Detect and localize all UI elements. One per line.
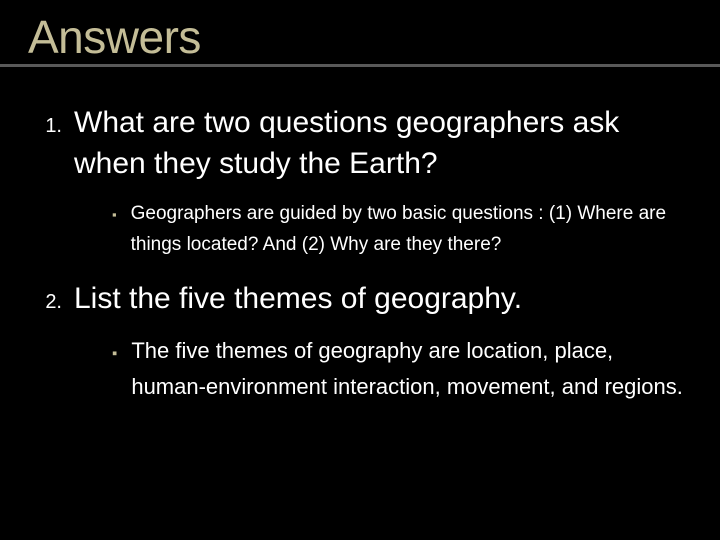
answer-list: ▪ The five themes of geography are locat…: [112, 333, 692, 406]
list-item: 2. List the five themes of geography. ▪ …: [40, 279, 692, 406]
question-row: 2. List the five themes of geography.: [40, 279, 692, 320]
answer-text: Geographers are guided by two basic ques…: [131, 198, 692, 261]
title-block: Answers: [0, 0, 720, 67]
answer-list: ▪ Geographers are guided by two basic qu…: [112, 198, 692, 261]
question-number: 2.: [40, 291, 62, 314]
question-text: List the five themes of geography.: [74, 279, 522, 320]
question-number: 1.: [40, 115, 62, 138]
slide: Answers 1. What are two questions geogra…: [0, 0, 720, 540]
list-item: 1. What are two questions geographers as…: [40, 103, 692, 261]
question-text: What are two questions geographers ask w…: [74, 103, 692, 184]
question-list: 1. What are two questions geographers as…: [40, 103, 692, 406]
list-item: ▪ The five themes of geography are locat…: [112, 333, 692, 406]
content-area: 1. What are two questions geographers as…: [0, 67, 720, 406]
list-item: ▪ Geographers are guided by two basic qu…: [112, 198, 692, 261]
square-bullet-icon: ▪: [112, 205, 117, 226]
question-row: 1. What are two questions geographers as…: [40, 103, 692, 184]
square-bullet-icon: ▪: [112, 342, 117, 366]
answer-text: The five themes of geography are locatio…: [131, 333, 692, 406]
page-title: Answers: [28, 10, 720, 64]
